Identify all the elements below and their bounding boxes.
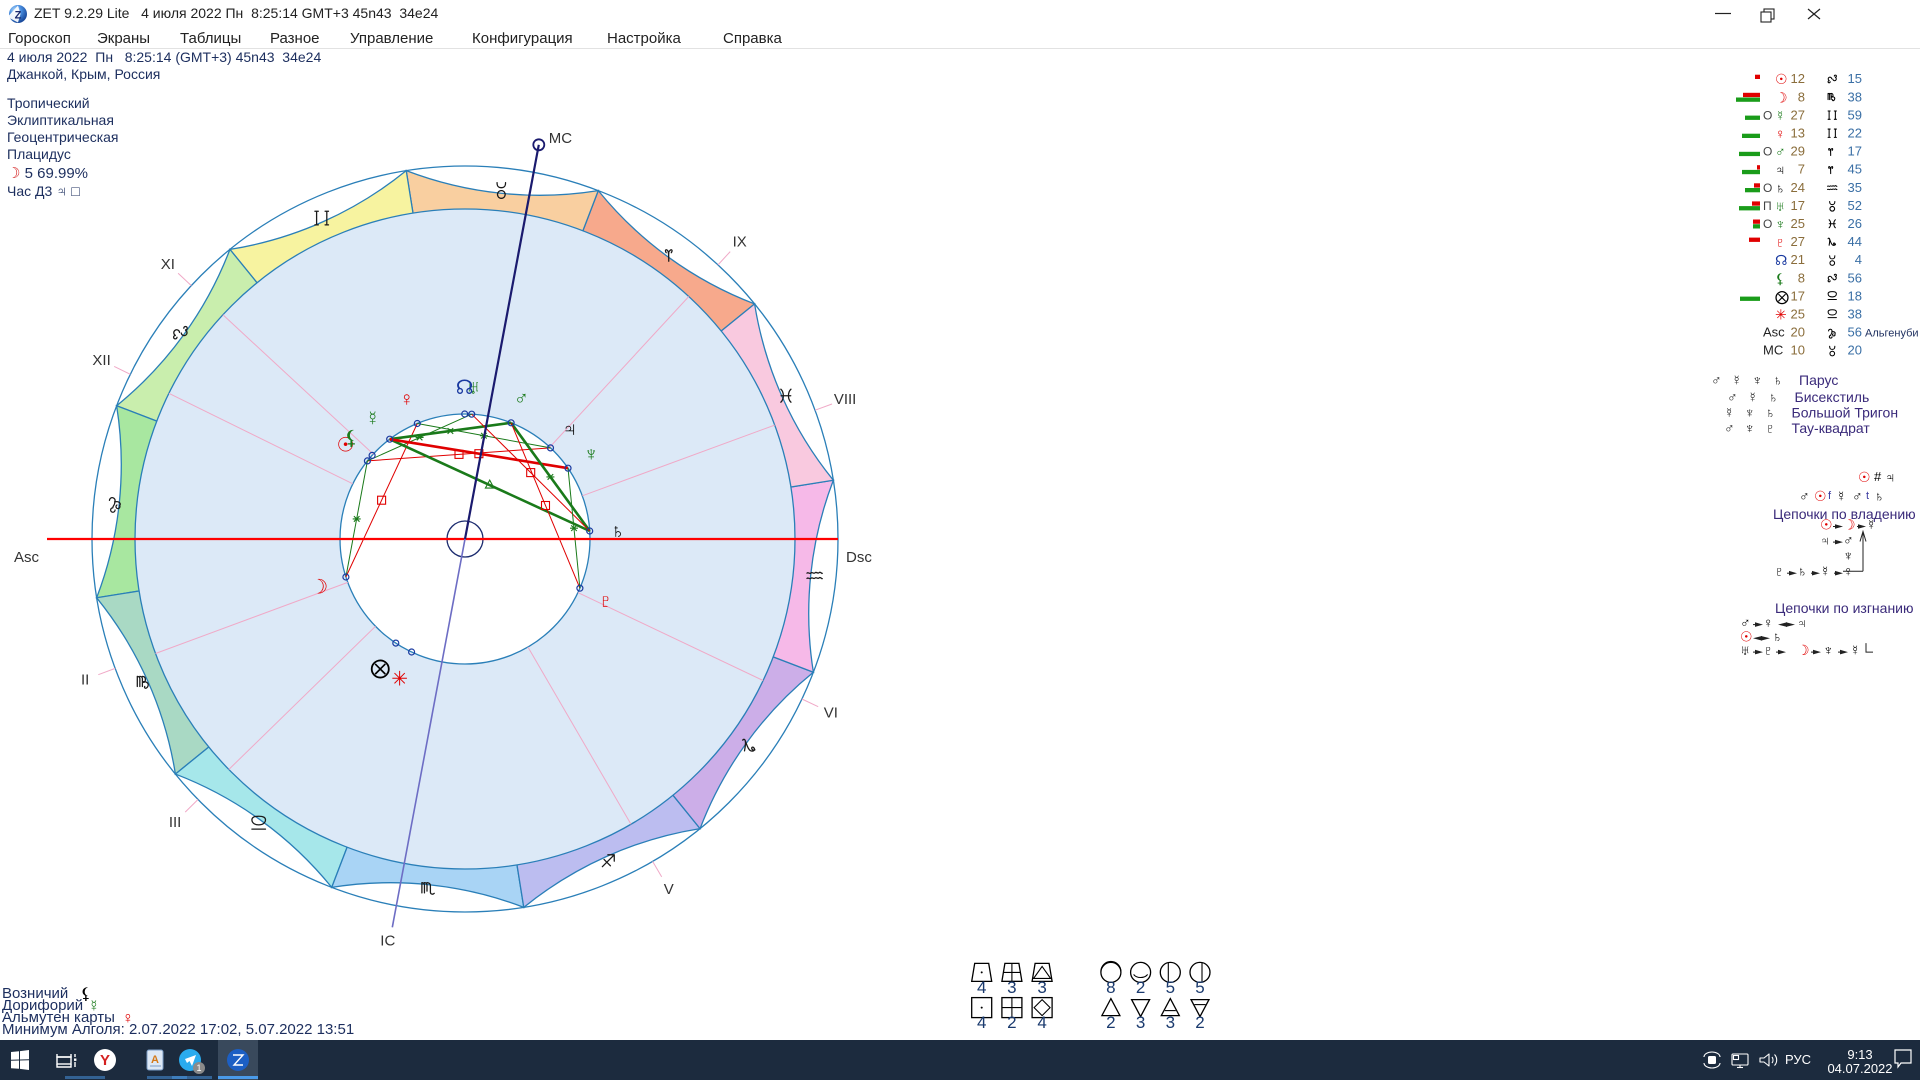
svg-text:A: A	[151, 1054, 159, 1066]
svg-text:Y: Y	[100, 1052, 110, 1069]
svg-text:РУС: РУС	[1785, 1052, 1811, 1067]
svg-text:04.07.2022: 04.07.2022	[1827, 1061, 1892, 1076]
svg-text:1: 1	[196, 1063, 201, 1073]
svg-text:9:13: 9:13	[1847, 1047, 1872, 1062]
